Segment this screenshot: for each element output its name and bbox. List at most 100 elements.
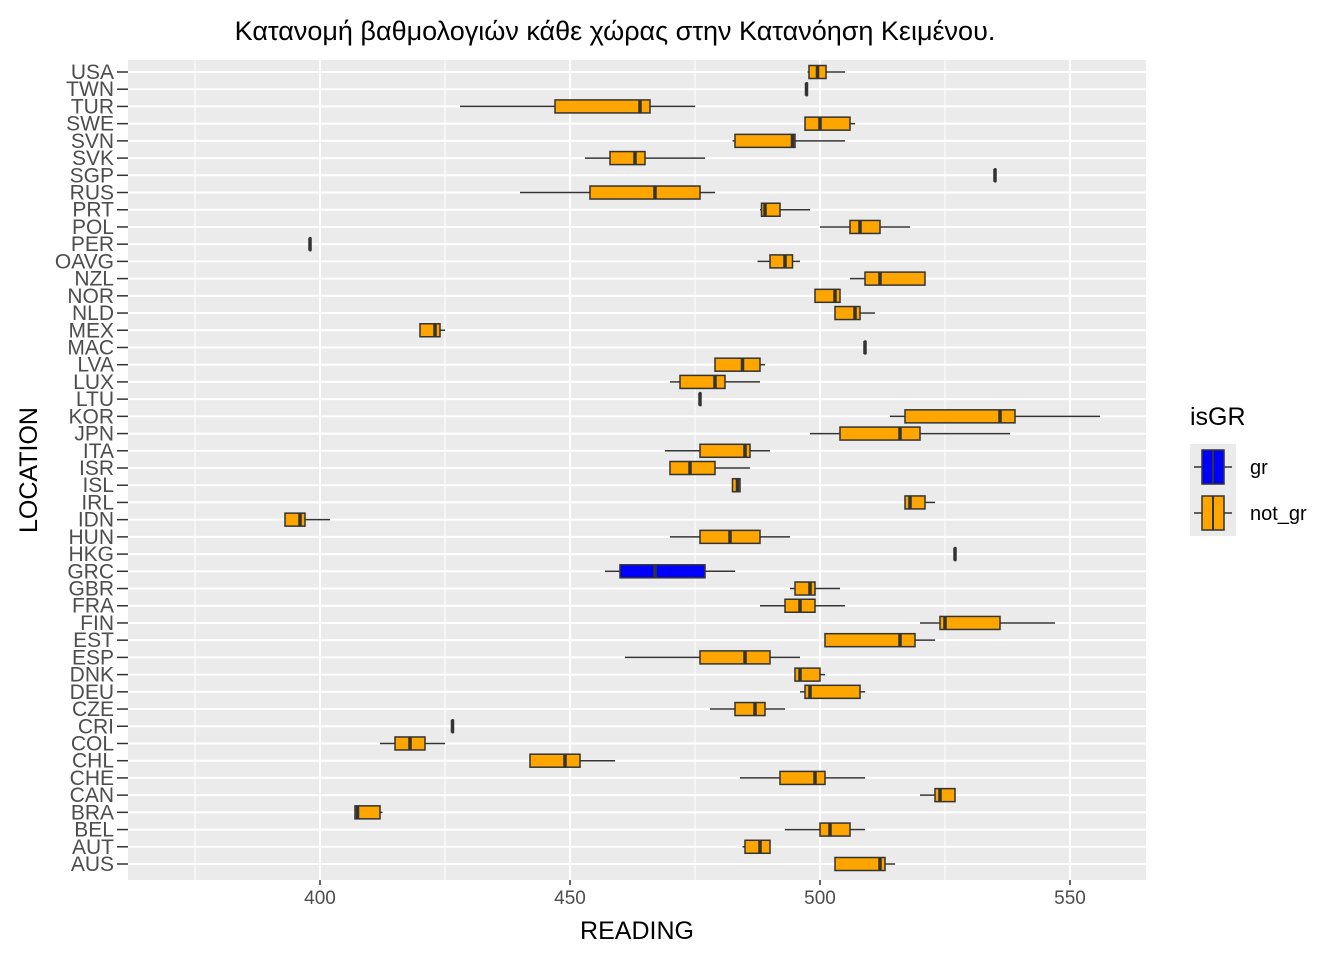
box-iqr — [779, 770, 826, 786]
box-hkg — [953, 546, 957, 562]
y-tick-label: BRA — [71, 801, 114, 824]
box-svn — [732, 133, 845, 149]
plot-panel — [128, 60, 1146, 880]
box-irl — [904, 495, 935, 510]
y-tick-label: NZL — [74, 268, 114, 291]
box-iqr — [864, 271, 926, 286]
x-tick-label: 550 — [1054, 888, 1086, 909]
box-ita — [665, 443, 770, 459]
box-mex — [419, 323, 445, 338]
box-lux — [670, 374, 760, 390]
box-aut — [742, 839, 771, 855]
y-tick-label: MAC — [67, 336, 114, 359]
y-tick-label: CRI — [78, 715, 114, 738]
y-tick-label: ITA — [83, 440, 114, 463]
box-nor — [814, 288, 841, 304]
box-rus — [520, 185, 715, 200]
box-can — [920, 787, 956, 803]
y-tick-label: FRA — [72, 595, 114, 618]
y-tick-label: ISR — [79, 457, 114, 480]
grid-lines — [128, 60, 1146, 880]
legend-title: isGR — [1190, 403, 1246, 431]
y-tick-label: SVK — [72, 147, 114, 170]
y-tick-label: TWN — [66, 78, 114, 101]
y-tick-label: AUS — [71, 853, 114, 876]
box-iqr — [619, 564, 706, 579]
box-bel — [785, 822, 865, 837]
box-fra — [760, 598, 845, 613]
x-axis-labels: 400 450 500 550 — [304, 880, 1086, 909]
box-kor — [890, 409, 1100, 424]
y-tick-label: NLD — [72, 302, 114, 325]
box-est — [824, 632, 935, 648]
box-iqr — [904, 409, 1016, 424]
box-iqr — [744, 839, 771, 855]
box-bra — [354, 805, 383, 820]
box-iqr — [824, 632, 916, 648]
box-iqr — [589, 185, 701, 200]
chart-title: Κατανομή βαθμολογιών κάθε χώρας στην Κατ… — [235, 16, 996, 46]
legend: isGR gr not_gr — [1190, 403, 1307, 536]
y-tick-label: AUT — [72, 836, 114, 859]
box-dnk — [794, 667, 825, 682]
box-iqr — [554, 99, 651, 114]
box-iqr — [669, 460, 716, 476]
box-esp — [625, 650, 800, 665]
y-tick-label: GRC — [67, 560, 114, 583]
box-iqr — [734, 133, 796, 149]
y-tick-label: RUS — [70, 182, 114, 205]
box-iqr — [849, 219, 881, 235]
box-hun — [670, 529, 790, 545]
y-tick-label: SGP — [70, 164, 114, 187]
y-tick-label: FIN — [80, 612, 114, 635]
box-iqr — [699, 650, 771, 665]
y-tick-label: CHL — [72, 750, 114, 773]
box-iqr — [734, 701, 766, 717]
box-iqr — [934, 787, 956, 803]
x-tick-label: 400 — [304, 888, 336, 909]
y-axis-title: LOCATION — [15, 407, 43, 533]
y-tick-label: CZE — [72, 698, 114, 721]
box-iqr — [354, 805, 381, 820]
box-chl — [529, 753, 615, 768]
box-isr — [669, 460, 750, 476]
box-iqr — [419, 323, 441, 338]
box-nld — [834, 305, 875, 321]
y-tick-label: COL — [71, 732, 114, 755]
y-tick-label: HUN — [69, 526, 115, 549]
box-iqr — [714, 357, 761, 372]
box-iqr — [839, 426, 921, 441]
box-deu — [800, 684, 865, 700]
box-col — [380, 736, 445, 751]
y-tick-label: SVN — [71, 130, 114, 153]
box-iqr — [699, 443, 751, 459]
y-tick-label: KOR — [68, 405, 114, 428]
y-tick-label: TUR — [71, 95, 114, 118]
box-iqr — [529, 753, 581, 768]
box-isl — [731, 477, 741, 493]
y-tick-label: ESP — [72, 646, 114, 669]
box-lva — [714, 357, 765, 372]
box-tur — [460, 99, 695, 114]
y-tick-label: EST — [73, 629, 114, 652]
y-tick-label: LUX — [73, 371, 114, 394]
box-iqr — [804, 684, 861, 700]
legend-label-gr: gr — [1250, 457, 1268, 479]
y-axis-labels: USATWNTURSWESVNSVKSGPRUSPRTPOLPEROAVGNZL… — [55, 61, 128, 876]
box-iqr — [904, 495, 926, 510]
box-iqr — [794, 581, 816, 596]
y-tick-label: NOR — [67, 285, 114, 308]
y-tick-label: SWE — [66, 113, 114, 136]
y-tick-label: USA — [71, 61, 114, 84]
y-tick-label: CHE — [70, 767, 114, 790]
box-nzl — [850, 271, 926, 286]
box-che — [740, 770, 865, 786]
y-tick-label: LVA — [77, 354, 114, 377]
box-per — [308, 236, 312, 252]
x-tick-label: 450 — [554, 888, 586, 909]
box-iqr — [284, 512, 306, 527]
y-tick-label: DNK — [70, 664, 114, 687]
y-tick-label: IDN — [78, 509, 114, 532]
box-aus — [834, 856, 895, 872]
